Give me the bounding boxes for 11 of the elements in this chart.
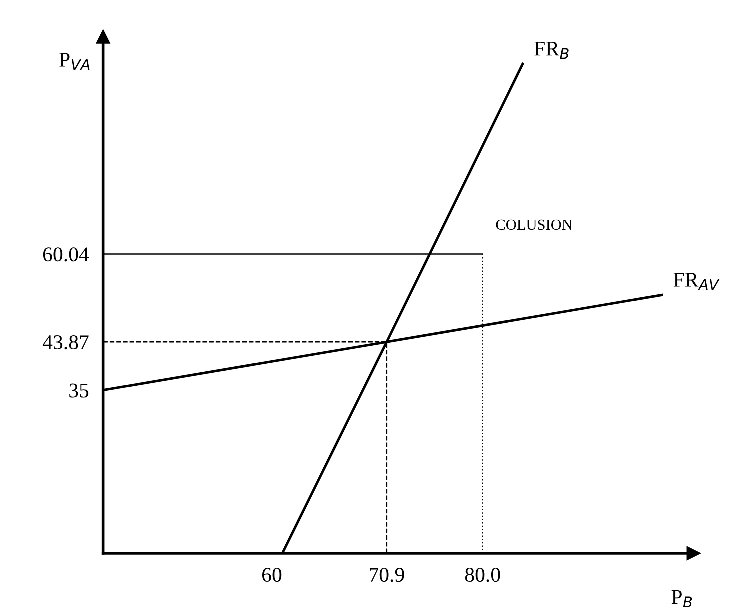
y-tick-label: 60.04	[43, 248, 90, 262]
x-tick-label: 60	[262, 568, 282, 582]
y-axis-title: P$_{VA}$	[60, 53, 90, 70]
x-tick-label: 70.9	[370, 568, 404, 582]
annotation: COLUSION	[496, 220, 573, 230]
y-tick-label: 35	[70, 384, 89, 398]
y-tick-label: 43.87	[42, 336, 89, 350]
x-tick-label: 80.0	[465, 568, 500, 582]
series-label: FR$_{AV}$	[674, 273, 720, 290]
x-axis-title: P$_{B}$	[672, 590, 692, 608]
series-label: FR$_{B}$	[534, 42, 569, 60]
